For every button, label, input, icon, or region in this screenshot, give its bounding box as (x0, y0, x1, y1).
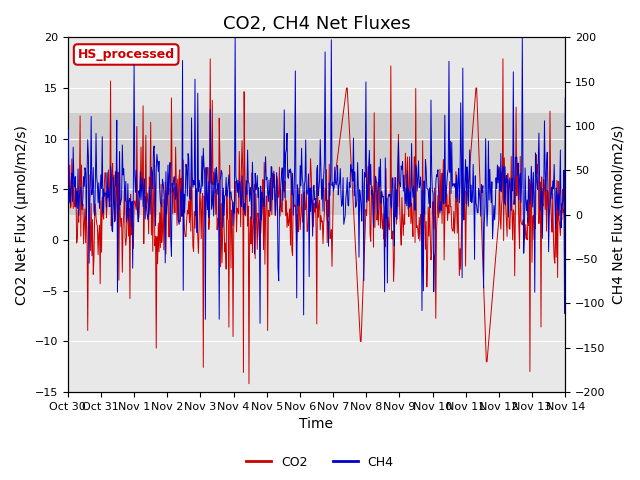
Y-axis label: CO2 Net Flux (μmol/m2/s): CO2 Net Flux (μmol/m2/s) (15, 125, 29, 305)
Y-axis label: CH4 Net Flux (nmol/m2/s): CH4 Net Flux (nmol/m2/s) (611, 125, 625, 304)
Bar (68, 113, 565, 215)
X-axis label: Time: Time (300, 418, 333, 432)
Title: CO2, CH4 Net Fluxes: CO2, CH4 Net Fluxes (223, 15, 410, 33)
Text: HS_processed: HS_processed (77, 48, 175, 61)
Legend: CO2, CH4: CO2, CH4 (241, 451, 399, 474)
